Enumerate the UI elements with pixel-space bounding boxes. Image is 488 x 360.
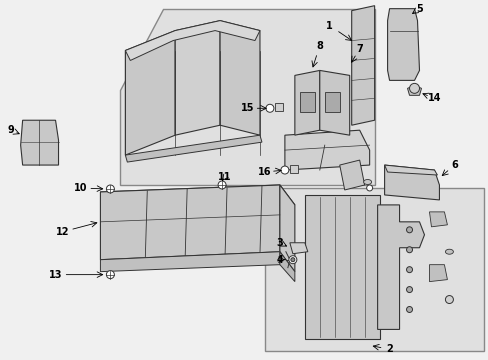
Text: 7: 7 (356, 44, 362, 54)
Bar (289, 165, 297, 173)
Circle shape (406, 287, 412, 293)
Circle shape (406, 247, 412, 253)
Text: 12: 12 (56, 227, 69, 237)
Text: 9: 9 (7, 125, 14, 135)
Bar (299, 92, 314, 112)
Text: 16: 16 (258, 167, 271, 177)
Bar (274, 103, 283, 111)
Polygon shape (100, 252, 279, 272)
Circle shape (106, 185, 114, 193)
Ellipse shape (445, 249, 452, 254)
Text: 2: 2 (386, 345, 392, 354)
Polygon shape (279, 252, 294, 282)
Circle shape (406, 227, 412, 233)
Polygon shape (175, 21, 220, 135)
Circle shape (406, 267, 412, 273)
Polygon shape (100, 185, 294, 212)
Polygon shape (304, 195, 379, 339)
Circle shape (288, 256, 296, 264)
Polygon shape (387, 9, 419, 80)
Circle shape (445, 296, 452, 303)
Polygon shape (428, 265, 447, 282)
Text: 5: 5 (415, 4, 422, 14)
Circle shape (290, 258, 294, 262)
Text: 4: 4 (276, 255, 283, 265)
Polygon shape (428, 212, 447, 227)
Polygon shape (285, 130, 369, 170)
Polygon shape (100, 185, 279, 260)
Circle shape (265, 104, 273, 112)
Bar (324, 92, 339, 112)
Polygon shape (264, 188, 483, 351)
Polygon shape (125, 21, 260, 60)
Polygon shape (120, 9, 374, 185)
Polygon shape (384, 165, 437, 175)
Polygon shape (384, 165, 439, 200)
Text: 8: 8 (316, 41, 323, 50)
Polygon shape (351, 6, 374, 125)
Polygon shape (20, 120, 59, 165)
Text: 1: 1 (325, 21, 332, 31)
Polygon shape (407, 85, 421, 95)
Text: 15: 15 (241, 103, 254, 113)
Text: 13: 13 (49, 270, 62, 280)
Polygon shape (125, 31, 175, 155)
Text: 10: 10 (74, 183, 87, 193)
Polygon shape (294, 71, 319, 135)
Circle shape (280, 166, 288, 174)
Polygon shape (125, 135, 262, 162)
Polygon shape (220, 21, 260, 135)
Circle shape (406, 306, 412, 312)
Polygon shape (377, 205, 424, 329)
Circle shape (408, 84, 419, 93)
Polygon shape (319, 71, 349, 135)
Text: 3: 3 (276, 238, 283, 248)
Polygon shape (279, 185, 294, 272)
Ellipse shape (363, 180, 371, 184)
Text: 6: 6 (450, 160, 457, 170)
Circle shape (106, 271, 114, 279)
Circle shape (218, 181, 225, 189)
Polygon shape (289, 243, 307, 254)
Circle shape (366, 185, 372, 191)
Polygon shape (339, 160, 364, 190)
Text: 14: 14 (427, 93, 440, 103)
Text: 11: 11 (218, 172, 231, 182)
